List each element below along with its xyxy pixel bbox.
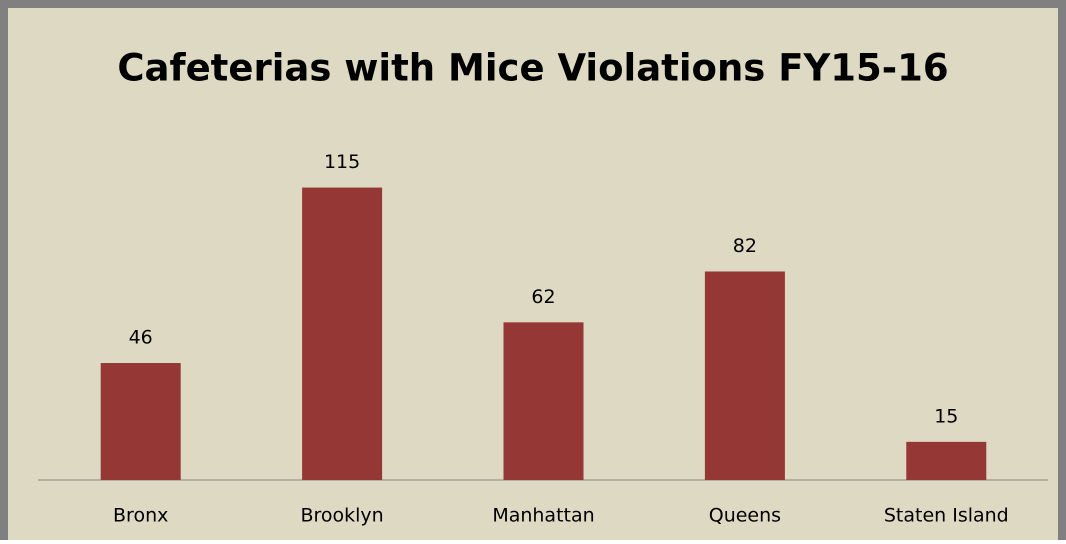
bar bbox=[302, 187, 383, 481]
x-tick-label: Brooklyn bbox=[300, 505, 383, 527]
bar bbox=[704, 271, 785, 480]
x-tick-label: Staten Island bbox=[884, 505, 1009, 527]
data-label: 15 bbox=[934, 405, 958, 427]
bar bbox=[100, 363, 181, 480]
bar bbox=[503, 322, 584, 480]
data-label: 46 bbox=[129, 327, 153, 349]
x-tick-label: Queens bbox=[709, 505, 781, 527]
data-label: 62 bbox=[531, 286, 555, 308]
data-label: 115 bbox=[324, 151, 360, 173]
chart-title: Cafeterias with Mice Violations FY15-16 bbox=[117, 47, 948, 90]
bar bbox=[906, 441, 987, 480]
data-label: 82 bbox=[733, 235, 757, 257]
x-tick-label: Manhattan bbox=[492, 505, 594, 527]
x-tick-label: Bronx bbox=[113, 505, 168, 527]
